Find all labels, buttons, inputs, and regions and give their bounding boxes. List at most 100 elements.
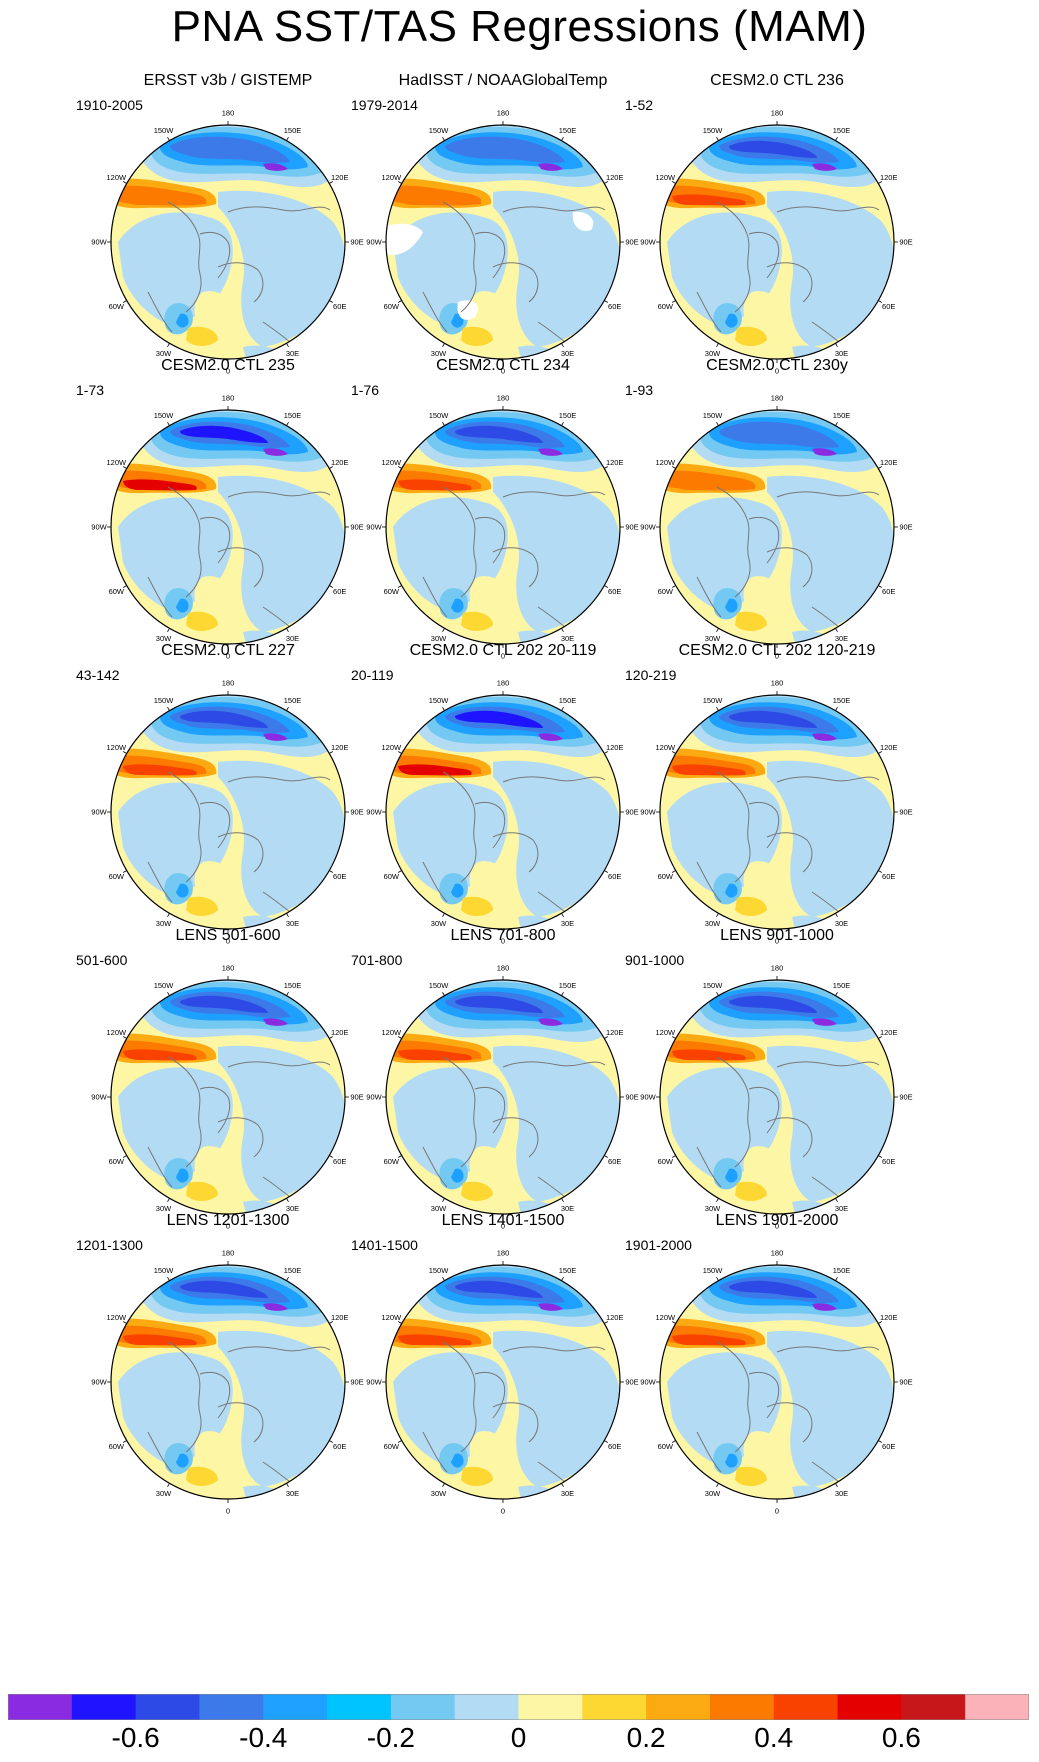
longitude-label: 0 <box>501 1222 505 1231</box>
longitude-tick <box>167 1277 170 1281</box>
longitude-label: 180 <box>222 964 235 973</box>
longitude-label: 120W <box>655 458 676 467</box>
longitude-label: 30W <box>156 1489 172 1498</box>
longitude-label: 30E <box>286 919 299 928</box>
coastal-warm-core <box>672 764 746 776</box>
map-panel: LENS 901-1000 901-1000 180 150E 120E 90E 60E 30… <box>617 927 937 1231</box>
longitude-tick <box>398 1321 402 1324</box>
longitude-label: 30E <box>835 349 848 358</box>
longitude-tick <box>167 1483 170 1487</box>
bering-minimum <box>538 163 563 171</box>
longitude-label: 120W <box>381 743 402 752</box>
bering-minimum <box>812 163 837 171</box>
longitude-tick <box>329 1321 333 1324</box>
coastal-warm-core <box>123 194 197 206</box>
eurasia-land <box>767 760 894 917</box>
coastline <box>696 576 722 618</box>
polar-map: 180 150E 120E 90E 60E 30E 0 30W 60W 90W 120W 150W <box>640 109 912 376</box>
longitude-label: 90E <box>625 1378 638 1387</box>
coastline <box>766 1117 813 1158</box>
bering-minimum <box>538 1018 563 1026</box>
gulf-stream-anomaly <box>461 326 493 346</box>
longitude-tick <box>672 181 676 184</box>
longitude-label: 60E <box>882 1157 895 1166</box>
longitude-tick <box>167 343 170 347</box>
longitude-label: 90W <box>640 238 656 247</box>
coastline <box>502 776 606 783</box>
longitude-tick <box>604 1155 608 1158</box>
coastline <box>502 206 606 213</box>
longitude-tick <box>604 870 608 873</box>
polar-map: 180 150E 120E 90E 60E 30E 0 30W 60W 90W 120W 150W <box>366 964 638 1231</box>
longitude-tick <box>123 1155 127 1158</box>
longitude-tick <box>835 913 838 917</box>
labrador-anomaly-core <box>176 1168 189 1183</box>
longitude-tick <box>286 913 289 917</box>
page-title: PNA SST/TAS Regressions (MAM) <box>171 2 868 51</box>
eurasia-land <box>218 1045 345 1202</box>
longitude-label: 60E <box>608 1157 621 1166</box>
polar-map: 180 150E 120E 90E 60E 30E 0 30W 60W 90W 120W 150W <box>640 964 912 1231</box>
coastline <box>442 201 477 313</box>
atlantic-anomaly <box>469 576 506 616</box>
longitude-tick <box>561 137 564 141</box>
panel-period: 1910-2005 <box>76 97 143 113</box>
longitude-tick <box>716 343 719 347</box>
longitude-tick <box>167 707 170 711</box>
coastline <box>442 1341 477 1453</box>
longitude-label: 0 <box>775 1507 779 1516</box>
coastline <box>167 201 202 313</box>
longitude-label: 180 <box>771 394 784 403</box>
colorbar <box>8 1694 1029 1720</box>
longitude-label: 120E <box>331 458 349 467</box>
bering-minimum <box>263 1018 288 1026</box>
gulf-stream-anomaly <box>461 1181 493 1201</box>
coastline <box>474 1086 506 1134</box>
colorbar-border <box>8 1694 1029 1720</box>
longitude-label: 90W <box>640 523 656 532</box>
longitude-label: 90E <box>350 1378 363 1387</box>
longitude-label: 150W <box>154 411 175 420</box>
longitude-label: 180 <box>771 1249 784 1258</box>
panel-period: 20-119 <box>351 667 394 683</box>
longitude-label: 30E <box>835 1489 848 1498</box>
longitude-tick <box>123 870 127 873</box>
coastline <box>227 1061 331 1068</box>
longitude-label: 60W <box>658 1442 674 1451</box>
longitude-label: 30E <box>835 634 848 643</box>
map-panel: CESM2.0 CTL 235 1-73 180 150E 120E 90E 60E 30E 0… <box>68 357 388 661</box>
panel-title: LENS 501-600 <box>175 927 281 944</box>
colorbar-swatch <box>773 1694 838 1720</box>
colorbar-label: -0.2 <box>366 1722 415 1753</box>
longitude-tick <box>329 870 333 873</box>
panel-period: 120-219 <box>625 667 677 683</box>
colorbar-swatch <box>8 1694 73 1720</box>
longitude-label: 90E <box>625 808 638 817</box>
longitude-tick <box>286 1198 289 1202</box>
colorbar-label: 0 <box>510 1722 527 1753</box>
labrador-anomaly-core <box>725 313 738 328</box>
coastline <box>748 516 780 564</box>
longitude-label: 120W <box>655 743 676 752</box>
longitude-label: 30W <box>705 1204 721 1213</box>
longitude-tick <box>878 870 882 873</box>
longitude-label: 120E <box>880 1313 898 1322</box>
polar-map: 180 150E 120E 90E 60E 30E 0 30W 60W 90W 120W 150W <box>91 394 363 661</box>
panel-title: CESM2.0 CTL 230y <box>706 357 848 374</box>
longitude-label: 150E <box>284 1266 302 1275</box>
coastline <box>199 801 231 849</box>
coastline <box>217 1117 264 1158</box>
longitude-label: 60W <box>109 1442 125 1451</box>
polar-map: 180 150E 120E 90E 60E 30E 0 30W 60W 90W 120W 150W <box>366 679 638 946</box>
longitude-label: 60W <box>384 587 400 596</box>
longitude-tick <box>604 1321 608 1324</box>
longitude-tick <box>716 137 719 141</box>
map-panel: ERSST v3b / GISTEMP 1910-2005 180 150E 120E 9… <box>68 72 388 376</box>
coastline <box>199 516 231 564</box>
coastline <box>776 776 880 783</box>
longitude-tick <box>672 1036 676 1039</box>
longitude-tick <box>442 992 445 996</box>
longitude-label: 120W <box>655 1313 676 1322</box>
longitude-tick <box>604 1036 608 1039</box>
longitude-tick <box>716 628 719 632</box>
